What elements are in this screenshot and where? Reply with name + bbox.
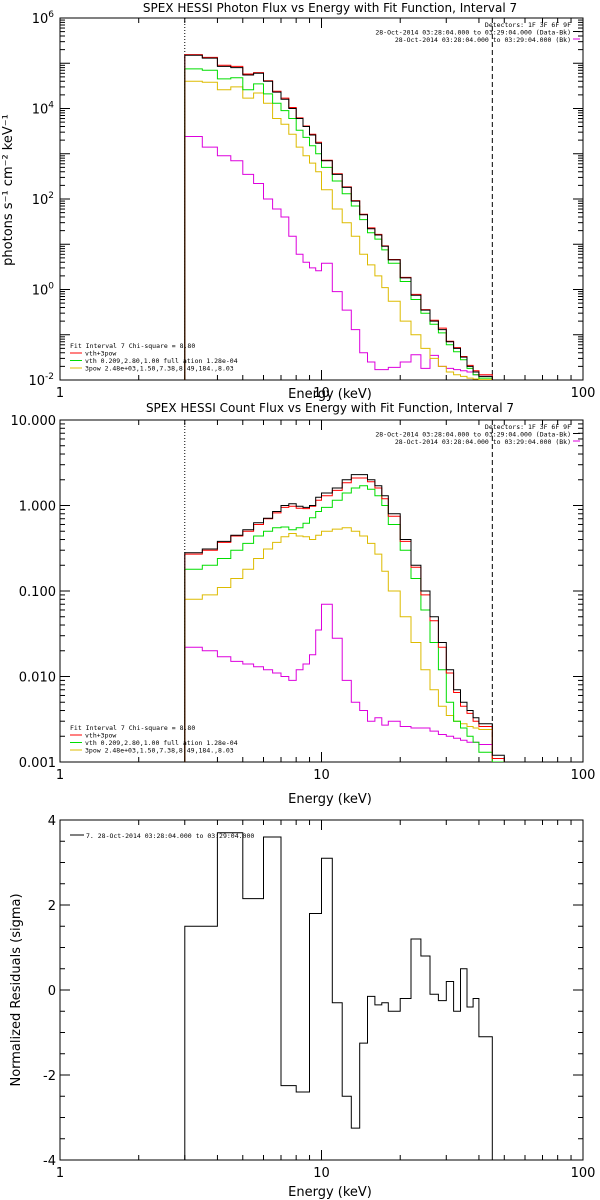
y-tick-label: 2 xyxy=(48,899,56,914)
panel3-legend-text: 7. 28-Oct-2014 03:28:04.000 to 03:29:04.… xyxy=(86,832,254,840)
x-tick-label: 100 xyxy=(571,386,596,401)
legend-model-entry: vth+3pow xyxy=(85,732,116,740)
y-tick-label: 10.000 xyxy=(11,414,57,429)
panel2-title: SPEX HESSI Count Flux vs Energy with Fit… xyxy=(146,401,514,415)
legend-top-right-line: 28-Oct-2014 03:28:04.000 to 03:29:04.000… xyxy=(395,36,571,44)
y-tick-label: 106 xyxy=(32,10,55,27)
legend-top-right-line: Detectors: 1F 3F 6F 9F xyxy=(485,21,571,29)
legend-fit-info: Fit Interval 7 Chi-square = 8.80 xyxy=(70,342,195,350)
legend-top-right-line: Detectors: 1F 3F 6F 9F xyxy=(485,423,571,431)
series-bk xyxy=(184,136,493,380)
panel1-ylabel: photons s⁻¹ cm⁻² keV⁻¹ xyxy=(1,114,16,266)
series-3pow xyxy=(184,527,505,762)
legend-model-entry: vth 0.209,2.80,1.00 full ation 1.28e-04 xyxy=(85,357,238,365)
series-group xyxy=(184,832,493,1160)
legend-top-right-line: 28-Oct-2014 03:28:04.000 to 03:29:04.000… xyxy=(375,431,571,439)
panel1-xlabel: Energy (keV) xyxy=(288,387,372,402)
y-tick-label: 4 xyxy=(48,814,56,829)
plot-frame xyxy=(59,419,584,763)
y-tick-label: 0.001 xyxy=(19,756,56,771)
series-group xyxy=(184,54,493,380)
x-tick-label: 100 xyxy=(571,1166,596,1181)
y-tick-label: 104 xyxy=(32,101,55,118)
x-tick-label: 1 xyxy=(56,386,64,401)
series-data-bk xyxy=(184,54,493,380)
legend-fit-info: Fit Interval 7 Chi-square = 8.80 xyxy=(70,724,195,732)
series-3pow xyxy=(184,80,493,380)
x-tick-label: 10 xyxy=(313,1166,330,1181)
x-tick-label: 100 xyxy=(571,768,596,783)
x-tick-label: 10 xyxy=(313,768,330,783)
series-group xyxy=(184,474,505,762)
series-bk xyxy=(184,603,505,762)
legend-top-right-line: 28-Oct-2014 03:28:04.000 to 03:29:04.000… xyxy=(375,29,571,37)
photon-flux-panel: SPEX HESSI Photon Flux vs Energy with Fi… xyxy=(1,1,595,402)
series-residuals xyxy=(184,832,493,1160)
residuals-panel: Energy (keV) Normalized Residuals (sigma… xyxy=(9,814,595,1200)
x-tick-label: 1 xyxy=(56,1166,64,1181)
y-tick-label: 0.100 xyxy=(19,585,56,600)
x-tick-label: 10 xyxy=(313,386,330,401)
panel2-xlabel: Energy (keV) xyxy=(288,792,372,807)
y-tick-label: 1.000 xyxy=(19,500,56,515)
series-vth-3pow xyxy=(184,477,505,762)
y-tick-label: -2 xyxy=(43,1069,56,1084)
y-tick-label: -4 xyxy=(43,1154,56,1169)
y-tick-label: 102 xyxy=(32,191,54,208)
panel3-ylabel: Normalized Residuals (sigma) xyxy=(9,893,24,1086)
legend-top-right-line: 28-Oct-2014 03:28:04.000 to 03:29:04.000… xyxy=(395,438,571,446)
legend-model-entry: 3pow 2.48e+03,1.50,7.38,8.49,184.,8.03 xyxy=(85,747,234,755)
y-tick-label: 0 xyxy=(48,984,56,999)
count-flux-panel: SPEX HESSI Count Flux vs Energy with Fit… xyxy=(11,401,596,807)
y-tick-label: 0.010 xyxy=(19,671,56,686)
y-tick-label: 100 xyxy=(32,282,55,299)
plot-frame xyxy=(59,17,584,381)
x-tick-label: 1 xyxy=(56,768,64,783)
legend-model-entry: vth+3pow xyxy=(85,350,116,358)
y-tick-label: 10-2 xyxy=(28,372,54,389)
legend-model-entry: vth 0.209,2.80,1.00 full ation 1.28e-04 xyxy=(85,739,238,747)
series-data-bk xyxy=(184,474,505,762)
panel3-xlabel: Energy (keV) xyxy=(288,1185,372,1200)
legend-model-entry: 3pow 2.48e+03,1.50,7.38,8.49,184.,8.03 xyxy=(85,365,234,373)
panel1-title: SPEX HESSI Photon Flux vs Energy with Fi… xyxy=(143,1,517,15)
series-vth xyxy=(184,485,505,762)
